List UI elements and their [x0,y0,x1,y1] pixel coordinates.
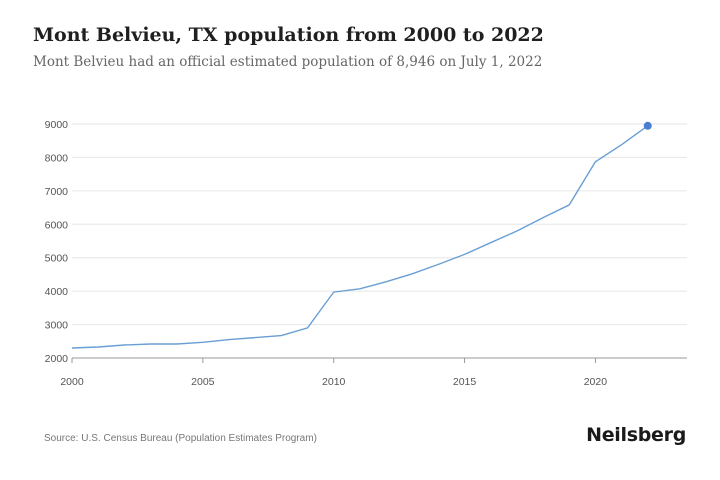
y-tick-label: 6000 [45,219,69,231]
y-tick-label: 4000 [45,286,69,298]
y-axis-ticks: 2000 3000 4000 5000 6000 7000 8000 9000 [45,119,69,365]
y-tick-label: 3000 [45,320,69,332]
chart-subtitle: Mont Belvieu had an official estimated p… [33,54,543,70]
x-tick-label: 2015 [453,376,477,388]
x-axis-ticks: 2000 2005 2010 2015 2020 [60,358,607,388]
source-note: Source: U.S. Census Bureau (Population E… [44,433,317,444]
gridlines [72,123,687,326]
y-tick-label: 2000 [45,353,69,365]
last-point-marker [643,121,652,130]
x-tick-label: 2000 [60,376,84,388]
population-series-line [71,125,649,349]
y-tick-label: 7000 [45,186,69,198]
y-tick-label: 5000 [45,253,69,265]
x-tick-label: 2010 [322,376,346,388]
y-tick-label: 8000 [45,152,69,164]
brand-logo: Neilsberg [586,424,686,446]
y-tick-label: 9000 [45,119,69,131]
chart-title: Mont Belvieu, TX population from 2000 to… [33,24,544,46]
x-tick-label: 2020 [584,376,608,388]
x-tick-label: 2005 [191,376,215,388]
